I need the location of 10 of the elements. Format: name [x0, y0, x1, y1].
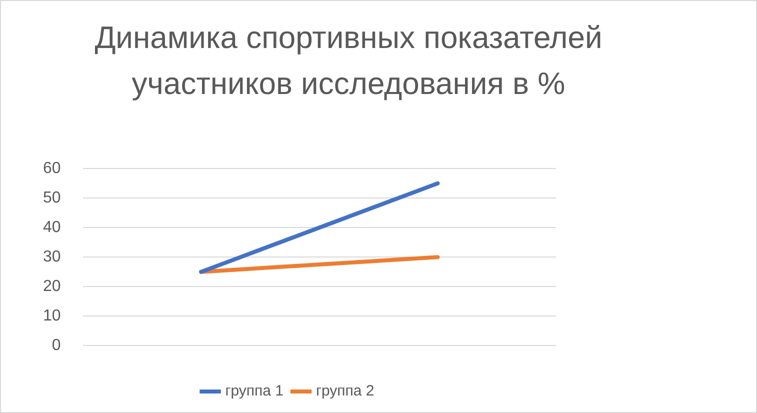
y-tick-label: 40	[43, 219, 61, 236]
y-tick-label: 50	[43, 190, 61, 207]
y-tick-label: 20	[43, 278, 61, 296]
legend-label: группа 1	[225, 382, 284, 400]
chart-title: Динамика спортивных показателей участников исследования в %	[94, 19, 604, 103]
y-tick-label: 0	[52, 337, 61, 354]
legend-label: группа 2	[316, 382, 374, 400]
y-tick-label: 10	[43, 308, 61, 325]
y-tick-label: 30	[43, 248, 61, 266]
y-tick-label: 60	[43, 160, 61, 178]
